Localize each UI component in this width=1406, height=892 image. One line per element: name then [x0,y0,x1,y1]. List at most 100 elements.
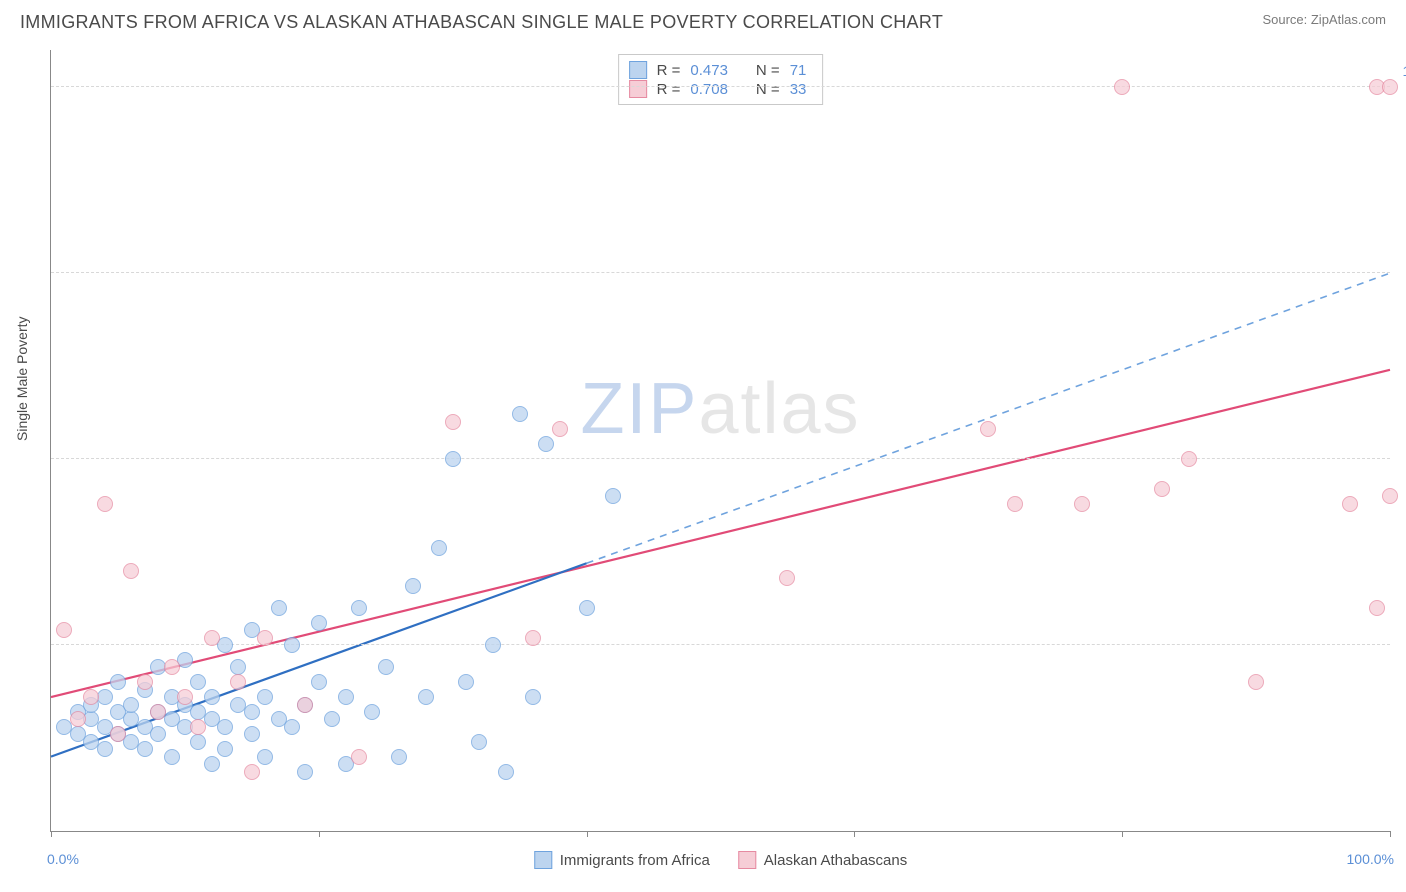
data-point [980,421,996,437]
data-point [1114,79,1130,95]
data-point [498,764,514,780]
data-point [538,436,554,452]
watermark-zip: ZIP [580,369,698,449]
x-tick [587,831,588,837]
data-point [605,488,621,504]
gridline [51,644,1390,645]
correlation-legend: R = 0.473 N = 71 R = 0.708 N = 33 [618,54,824,105]
data-point [445,414,461,430]
data-point [97,496,113,512]
data-point [525,689,541,705]
data-point [485,637,501,653]
r-label-pink: R = [657,81,681,98]
data-point [204,756,220,772]
data-point [1382,79,1398,95]
n-label-pink: N = [756,81,780,98]
data-point [257,689,273,705]
legend-row-blue: R = 0.473 N = 71 [629,61,807,79]
data-point [364,704,380,720]
data-point [311,615,327,631]
data-point [164,659,180,675]
data-point [244,726,260,742]
data-point [257,749,273,765]
data-point [1342,496,1358,512]
data-point [271,600,287,616]
data-point [1382,488,1398,504]
data-point [1154,481,1170,497]
data-point [297,764,313,780]
data-point [391,749,407,765]
data-point [123,563,139,579]
chart-area: Single Male Poverty ZIPatlas R = 0.473 N… [50,50,1390,832]
data-point [324,711,340,727]
data-point [97,741,113,757]
legend-row-pink: R = 0.708 N = 33 [629,80,807,98]
data-point [1074,496,1090,512]
data-point [284,719,300,735]
legend-swatch-blue [534,851,552,869]
data-point [512,406,528,422]
data-point [244,704,260,720]
data-point [779,570,795,586]
data-point [177,689,193,705]
chart-title: IMMIGRANTS FROM AFRICA VS ALASKAN ATHABA… [20,12,943,33]
data-point [150,704,166,720]
legend-label-pink: Alaskan Athabascans [764,852,907,869]
x-tick [1390,831,1391,837]
x-tick [854,831,855,837]
data-point [204,689,220,705]
legend-label-blue: Immigrants from Africa [560,852,710,869]
data-point [445,451,461,467]
watermark: ZIPatlas [580,368,860,450]
data-point [190,674,206,690]
data-point [378,659,394,675]
y-tick-label: 100.0% [1403,63,1406,79]
watermark-atlas: atlas [698,369,860,449]
data-point [338,689,354,705]
n-label-blue: N = [756,62,780,79]
chart-header: IMMIGRANTS FROM AFRICA VS ALASKAN ATHABA… [0,0,1406,39]
data-point [217,719,233,735]
data-point [110,674,126,690]
data-point [244,764,260,780]
data-point [137,674,153,690]
data-point [351,749,367,765]
series-legend: Immigrants from Africa Alaskan Athabasca… [534,851,907,869]
x-label-max: 100.0% [1347,851,1394,867]
data-point [257,630,273,646]
data-point [311,674,327,690]
data-point [552,421,568,437]
legend-swatch-pink [738,851,756,869]
r-label-blue: R = [657,62,681,79]
data-point [297,697,313,713]
data-point [418,689,434,705]
data-point [217,741,233,757]
legend-item-blue: Immigrants from Africa [534,851,710,869]
data-point [204,630,220,646]
data-point [70,711,86,727]
y-axis-title: Single Male Poverty [14,316,30,441]
data-point [164,749,180,765]
x-tick [319,831,320,837]
data-point [110,726,126,742]
data-point [405,578,421,594]
data-point [351,600,367,616]
data-point [56,622,72,638]
n-value-blue: 71 [790,62,807,79]
x-label-min: 0.0% [47,851,79,867]
chart-source: Source: ZipAtlas.com [1262,12,1386,27]
data-point [1007,496,1023,512]
data-point [83,689,99,705]
data-point [458,674,474,690]
data-point [1369,600,1385,616]
data-point [579,600,595,616]
data-point [137,741,153,757]
n-value-pink: 33 [790,81,807,98]
swatch-blue [629,61,647,79]
data-point [230,674,246,690]
source-prefix: Source: [1262,12,1310,27]
data-point [190,734,206,750]
data-point [1248,674,1264,690]
x-tick [1122,831,1123,837]
plot-region: ZIPatlas R = 0.473 N = 71 R = 0.708 N = … [50,50,1390,832]
